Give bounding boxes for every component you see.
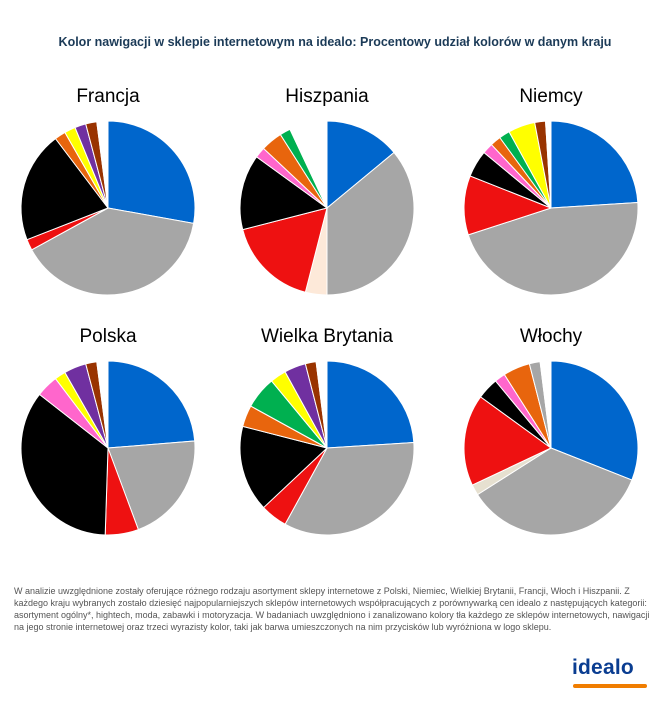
chart-title: Francja — [76, 86, 140, 107]
pie-slice-white — [96, 120, 109, 209]
pie-slice-black — [239, 156, 329, 231]
pie-slice-white — [289, 120, 328, 209]
pie-slice-white — [96, 360, 109, 449]
pie-chart — [20, 360, 196, 536]
pie-slice-black — [20, 393, 109, 536]
pie-chart — [20, 120, 196, 296]
footnote: W analizie uwzględnione zostały oferując… — [14, 586, 650, 632]
pie-slice-red — [463, 396, 552, 486]
pie-slice-black — [239, 425, 329, 509]
pie-slice-red — [242, 207, 328, 293]
pie-slice-grey — [31, 207, 195, 296]
chart-title: Hiszpania — [285, 86, 369, 107]
page-title: Kolor nawigacji w sklepie internetowym n… — [58, 35, 612, 49]
pie-slice-blue — [107, 120, 196, 225]
pie-slice-white — [539, 360, 552, 449]
pie-slice-grey — [326, 151, 415, 296]
logo-underline — [573, 684, 647, 688]
pie-slice-grey — [467, 202, 639, 296]
pie-slice-grey — [107, 440, 196, 531]
chart-title: Niemcy — [519, 86, 583, 107]
chart-title: Włochy — [519, 326, 583, 347]
chart-title: Polska — [79, 326, 137, 347]
chart-panel-hiszpania: Hiszpania — [227, 86, 427, 316]
pie-chart — [239, 120, 415, 296]
pie-slice-blue — [326, 120, 395, 210]
pie-slice-white — [545, 120, 552, 209]
idealo-logo: idealo — [572, 656, 634, 679]
pie-slice-black — [20, 137, 109, 241]
pie-chart — [463, 120, 639, 296]
chart-panel-niemcy: Niemcy — [451, 86, 651, 316]
pie-slice-blue — [550, 360, 639, 481]
chart-panel-francja: Francja — [8, 86, 208, 316]
pie-chart — [463, 360, 639, 536]
chart-panel-wielka-brytania: Wielka Brytania — [227, 326, 427, 556]
chart-title: Wielka Brytania — [261, 326, 393, 347]
pie-slice-blue — [326, 360, 415, 449]
chart-panel-wlochy: Włochy — [451, 326, 651, 556]
pie-slice-blue — [107, 360, 196, 449]
pie-chart — [239, 360, 415, 536]
pie-slice-grey — [476, 447, 633, 536]
pie-slice-blue — [550, 120, 639, 209]
chart-panel-polska: Polska — [8, 326, 208, 556]
pie-slice-white — [315, 360, 328, 449]
